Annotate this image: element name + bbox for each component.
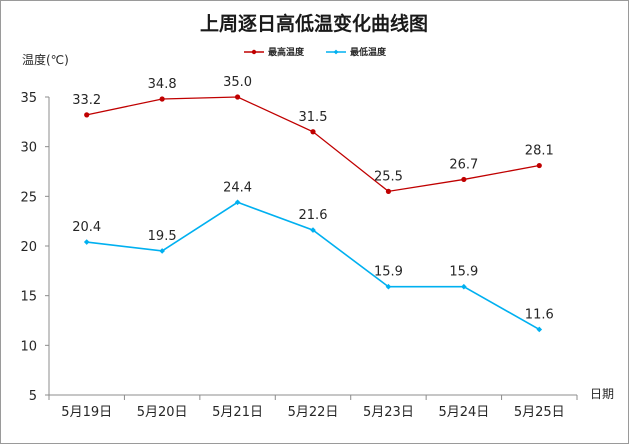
data-point: [310, 129, 316, 135]
data-label: 20.4: [72, 220, 101, 235]
legend-label: 最低温度: [350, 46, 387, 58]
chart-title: 上周逐日高低温变化曲线图: [200, 12, 428, 35]
x-tick-label: 5月19日: [61, 405, 112, 420]
x-tick-label: 5月24日: [438, 405, 489, 420]
data-point: [84, 112, 90, 118]
data-label: 21.6: [299, 208, 328, 223]
data-label: 28.1: [525, 144, 554, 159]
data-point: [461, 176, 467, 183]
y-tick-label: 30: [20, 141, 37, 156]
data-point: [234, 199, 241, 206]
y-tick-label: 20: [20, 240, 37, 255]
data-label: 35.0: [223, 75, 252, 90]
data-point: [385, 283, 392, 290]
data-point: [461, 283, 467, 290]
data-point: [536, 162, 542, 169]
data-point: [159, 96, 165, 102]
data-label: 24.4: [223, 180, 252, 195]
x-tick-label: 5月22日: [288, 405, 339, 420]
data-label: 34.8: [148, 77, 177, 92]
legend-item-1: 最高温度: [244, 46, 305, 58]
data-label: 26.7: [449, 157, 478, 172]
data-label: 15.9: [449, 265, 478, 280]
y-tick-label: 35: [20, 91, 37, 106]
data-point: [310, 227, 316, 233]
y-tick-label: 15: [20, 290, 37, 305]
x-tick-label: 5月21日: [212, 405, 263, 420]
data-label: 15.9: [374, 265, 403, 280]
data-point: [234, 94, 241, 100]
data-point: [159, 248, 165, 254]
y-tick-label: 10: [20, 339, 37, 354]
x-tick-label: 5月23日: [363, 405, 414, 420]
legend-item-2: 最低温度: [326, 46, 387, 58]
legend-marker: [251, 49, 257, 55]
x-axis-label: 日期: [590, 387, 614, 401]
data-point: [385, 188, 392, 194]
data-label: 11.6: [525, 307, 554, 322]
x-tick-label: 5月25日: [514, 405, 565, 420]
axes: 5 10 15 20 25 30 35 5月19日 5月20日 5月21日 5月22日 5月23日 5月…: [20, 91, 578, 420]
legend-marker: [333, 49, 339, 55]
legend-label: 最高温度: [268, 46, 305, 58]
y-tick-label: 25: [20, 190, 37, 205]
series-2: 20.4 19.5 24.4 21.6 15.9 15.9 11.6: [72, 180, 554, 333]
x-tick-label: 5月20日: [137, 405, 188, 420]
y-axis-label: 温度(℃): [22, 52, 69, 67]
data-label: 33.2: [72, 93, 101, 108]
series-layer: 33.2 34.8 35.0 31.5 25.5 26.7 28.1 20.4 19.5 24.4…: [72, 75, 554, 333]
y-tick-label: 5: [29, 389, 37, 404]
data-label: 25.5: [374, 169, 403, 184]
data-point: [536, 326, 543, 333]
data-point: [83, 239, 90, 245]
series-1: 33.2 34.8 35.0 31.5 25.5 26.7 28.1: [72, 75, 554, 194]
legend: 最高温度 最低温度: [244, 46, 387, 58]
data-label: 19.5: [148, 229, 177, 244]
data-label: 31.5: [299, 110, 328, 125]
